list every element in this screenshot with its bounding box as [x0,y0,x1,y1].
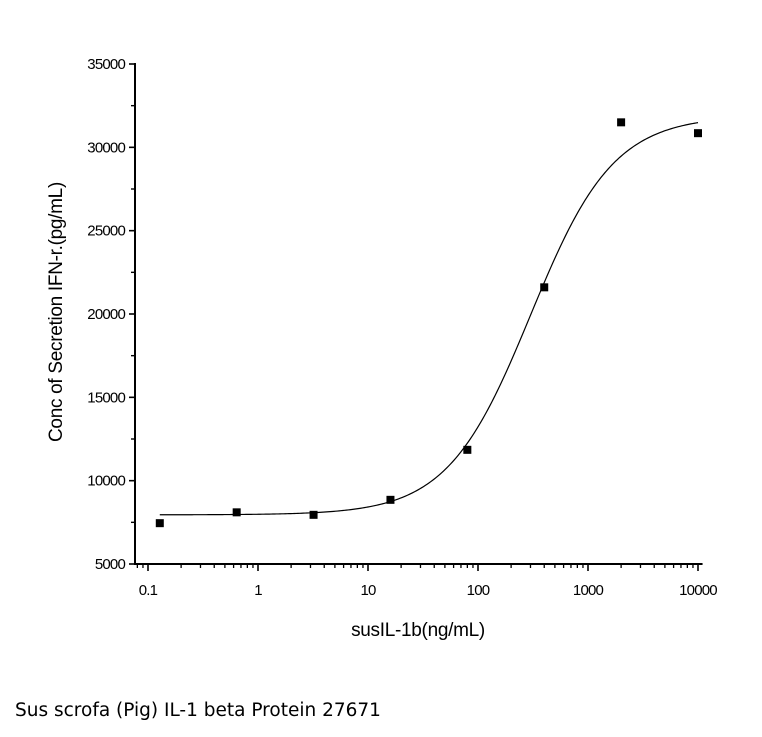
x-axis-label: susIL-1b(ng/mL) [351,620,485,641]
data-point [386,495,395,504]
y-tick-label: 20000 [87,306,125,323]
data-point [617,118,626,127]
y-axis-label: Conc of Secretion IFN-r.(pg/mL) [46,182,67,442]
x-tick-label: 10 [360,582,376,599]
y-tick-label: 30000 [87,139,125,156]
y-tick-label: 15000 [87,389,125,406]
y-tick-label: 5000 [95,556,126,573]
x-axis: 0.1 1 10 100 1000 10000 [134,563,718,599]
y-tick-label: 25000 [87,223,125,240]
y-tick-label: 35000 [87,56,125,73]
data-point [694,129,702,138]
data-point [540,283,549,292]
x-tick-label: 100 [467,582,490,599]
data-point [155,519,164,528]
x-tick-label: 10000 [679,582,717,599]
data-point [463,445,472,454]
x-tick-label: 1 [254,582,262,599]
plot-area [155,118,702,528]
x-tick-label: 0.1 [139,582,158,599]
y-tick-label: 10000 [87,473,125,490]
fit-curve [159,122,699,516]
figure-caption: Sus scrofa (Pig) IL-1 beta Protein 27671 [15,700,381,721]
dose-response-chart: 0.1 1 10 100 1000 10000 5000 10000 15000 20000 25… [46,56,718,641]
data-point [309,510,318,519]
data-point [232,508,241,517]
x-tick-label: 1000 [573,582,604,599]
y-axis: 5000 10000 15000 20000 25000 30000 35000 [87,56,136,573]
